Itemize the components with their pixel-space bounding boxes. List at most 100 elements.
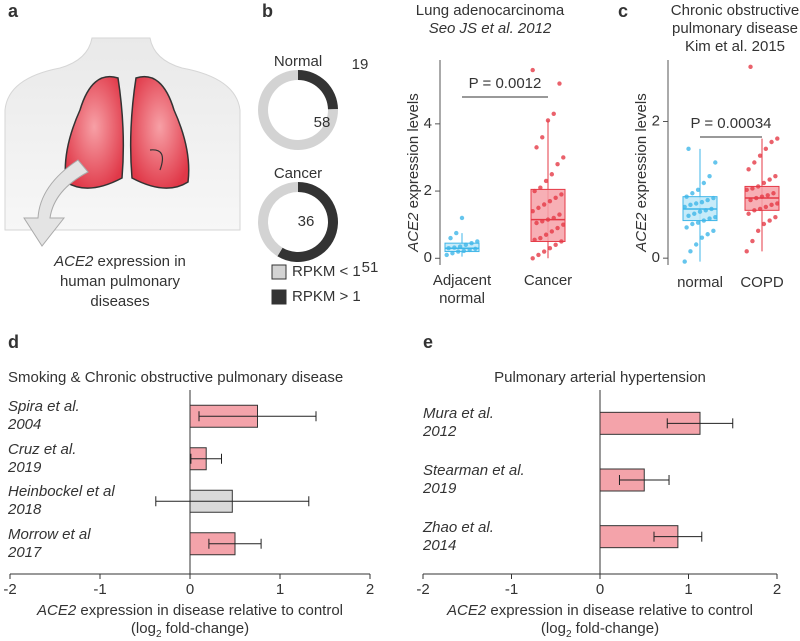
x-axis-label: ACE2 expression in disease relative to c… [0, 602, 380, 641]
legend-swatch [271, 289, 287, 305]
data-point [555, 225, 560, 231]
data-point [684, 225, 689, 230]
data-point [553, 242, 558, 248]
data-point [543, 232, 549, 237]
data-point [682, 259, 687, 264]
data-point [705, 197, 710, 203]
data-point [746, 211, 751, 216]
x-tick-label: 0 [596, 581, 604, 598]
x-tick-label: 2 [366, 581, 374, 598]
data-point [763, 146, 769, 152]
data-point [701, 218, 707, 223]
data-point [545, 118, 551, 123]
data-point [540, 135, 545, 140]
legend-label: RPKM > 1 [292, 288, 361, 305]
data-point [543, 178, 549, 184]
data-point [536, 205, 541, 211]
data-point [547, 198, 553, 204]
category-label: Cancer [523, 272, 573, 289]
data-point [755, 184, 761, 189]
data-point [532, 237, 537, 242]
data-point [773, 173, 778, 179]
data-point [538, 235, 543, 241]
data-point [713, 160, 718, 165]
y-axis-label: ACE2 expression levels [405, 93, 422, 252]
value-label: 36 [298, 213, 315, 230]
data-point [475, 239, 480, 244]
category-label: Spira et al. 2004 [8, 398, 80, 434]
data-point [761, 180, 767, 186]
data-point [561, 155, 566, 160]
data-point [541, 249, 547, 254]
data-point [693, 242, 699, 247]
x-tick-label: 2 [773, 581, 781, 598]
x-tick-label: -2 [416, 581, 429, 598]
y-tick-label: 0 [424, 249, 432, 266]
data-point [473, 246, 478, 252]
value-label: 19 [352, 56, 369, 73]
x-label-unit-end: fold-change) [165, 620, 250, 637]
x-label-unit-sub: 2 [565, 629, 572, 640]
category-label: Morrow et al 2017 [8, 525, 91, 561]
data-point [761, 221, 767, 227]
data-point [557, 212, 562, 217]
data-point [763, 204, 769, 210]
data-point [455, 249, 461, 254]
data-point [457, 244, 463, 249]
data-point [744, 187, 749, 193]
panel-label: d [8, 332, 19, 352]
data-point [551, 215, 556, 221]
panel-label: a [8, 1, 19, 21]
caption-text: expression in human pulmonary diseases [59, 253, 186, 310]
x-axis-label: ACE2 expression in disease relative to c… [410, 602, 790, 641]
data-point [699, 199, 705, 205]
x-label-unit: (log [130, 620, 156, 637]
data-point [775, 136, 780, 141]
value-label: 51 [362, 259, 379, 276]
data-point [686, 213, 691, 218]
y-label-text: expression levels [405, 93, 422, 208]
x-label-gene: ACE2 [37, 602, 77, 619]
data-point [463, 242, 469, 248]
chart-title: Chronic obstructive pulmonary disease [670, 2, 800, 37]
data-point [467, 247, 472, 253]
legend-label: RPKM < 1 [292, 263, 361, 280]
donut-segment [257, 182, 298, 257]
category-label: Heinbockel et al 2018 [8, 483, 115, 519]
data-point [695, 187, 701, 193]
data-point [452, 245, 457, 250]
chart-subtitle: Kim et al. 2015 [684, 38, 786, 55]
data-point [684, 194, 689, 199]
illustration-caption: ACE2 expression in human pulmonary disea… [40, 252, 200, 312]
data-point [746, 167, 751, 172]
data-point [748, 64, 753, 70]
x-tick-label: 1 [684, 581, 692, 598]
data-point [557, 81, 562, 86]
series-name: Normal [274, 53, 322, 70]
data-point [769, 139, 774, 145]
category-label: Zhao et al. 2014 [423, 518, 494, 554]
data-point [769, 202, 774, 208]
data-point [532, 188, 537, 194]
x-tick-label: -1 [93, 581, 106, 598]
category-label: Mura et al. 2012 [423, 405, 494, 441]
chart-title: Pulmonary arterial hypertension [494, 369, 706, 386]
x-label-unit-sub: 2 [155, 629, 162, 640]
data-point [549, 172, 555, 177]
category-label: Adjacent normal [432, 272, 492, 307]
x-label-gene: ACE2 [447, 602, 487, 619]
data-point [682, 204, 687, 210]
data-point [530, 209, 535, 214]
data-point [538, 185, 543, 190]
data-point [444, 252, 449, 258]
y-label-gene: ACE2 [405, 212, 422, 253]
data-point [686, 146, 691, 152]
data-point [555, 161, 560, 167]
panel-label: b [262, 1, 273, 21]
category-label: Cruz et al. 2019 [8, 440, 77, 476]
x-label-text: expression in disease relative to contro… [490, 602, 753, 619]
x-label-unit-end: fold-change) [575, 620, 660, 637]
y-tick-label: 0 [652, 249, 660, 266]
data-point [699, 235, 705, 240]
